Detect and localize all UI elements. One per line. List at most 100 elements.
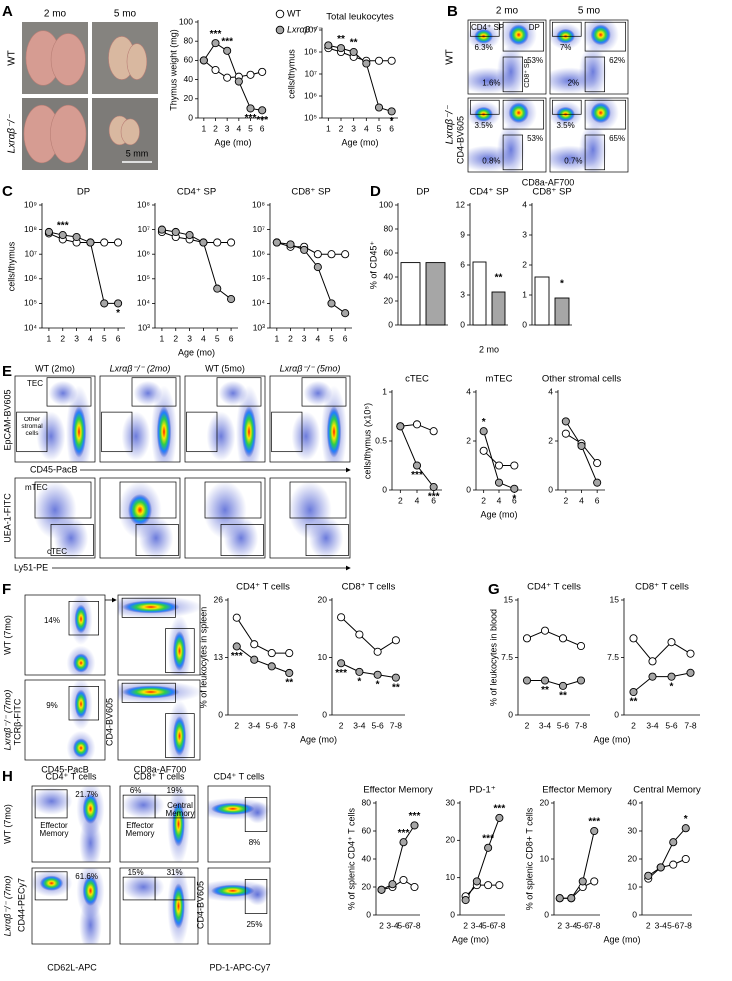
- y-tick-label: 7.5: [607, 652, 619, 662]
- gate: [34, 481, 92, 519]
- y-tick-label: 10⁵: [137, 273, 150, 283]
- flow-plot: [185, 478, 265, 558]
- flow-frame: [467, 19, 547, 95]
- x-tick-label: 6: [116, 333, 121, 343]
- y-tick-label: 0: [466, 484, 471, 494]
- x-axis-label: Age (mo): [603, 934, 640, 944]
- label: WT (7mo): [2, 804, 12, 844]
- label: WT: [445, 49, 456, 65]
- significance: ***: [411, 470, 423, 481]
- y-axis-label: cells/thymus: [286, 49, 296, 99]
- data-point: [100, 299, 109, 308]
- bar: [472, 261, 487, 326]
- significance: ***: [428, 492, 440, 503]
- data-point: [494, 478, 504, 487]
- panel-letter: B: [447, 3, 458, 20]
- y-tick-label: 10³: [253, 322, 265, 332]
- data-point: [232, 613, 241, 622]
- x-tick-label: 6: [595, 495, 600, 505]
- chart-title: Other stromal cells: [542, 374, 621, 385]
- x-axis-label: Age (mo): [214, 137, 251, 147]
- x-tick-label: 6: [260, 123, 265, 133]
- gate: [469, 21, 500, 37]
- y-tick-label: 6: [460, 259, 465, 269]
- cell-density-core: [74, 689, 88, 719]
- y-tick-label: 2: [548, 435, 553, 445]
- data-point: [258, 106, 267, 115]
- gate: [301, 377, 347, 407]
- label: Lxrαβ⁻/⁻ (2mo): [110, 363, 171, 373]
- cell-density-core: [172, 883, 185, 929]
- y-tick-label: 10⁵: [304, 112, 317, 122]
- label-box: Other stromal cells: [21, 417, 42, 437]
- x-tick-label: 2: [288, 333, 293, 343]
- data-point: [590, 826, 599, 836]
- series-line: [236, 646, 290, 674]
- cell-density-core: [508, 24, 529, 46]
- label: 6%: [130, 786, 142, 795]
- data-point: [396, 422, 405, 431]
- data-point: [558, 681, 568, 690]
- data-point: [44, 227, 53, 237]
- cell-density-core: [39, 875, 64, 891]
- y-tick-label: 10⁷: [252, 224, 265, 234]
- data-point: [669, 860, 678, 869]
- data-point: [391, 673, 400, 682]
- x-tick-label: 2: [646, 920, 651, 930]
- label: 25%: [246, 920, 262, 929]
- label: 65%: [609, 134, 625, 143]
- data-point: [510, 461, 519, 470]
- label: 31%: [167, 868, 183, 877]
- x-axis-label: Age (mo): [300, 734, 337, 744]
- panel-letter: A: [2, 3, 13, 20]
- data-point: [327, 250, 336, 259]
- bar: [534, 276, 550, 326]
- data-point: [555, 894, 564, 903]
- series-line: [565, 421, 598, 483]
- y-tick-label: 10⁵: [24, 298, 37, 308]
- data-point: [285, 668, 294, 678]
- gate: [16, 411, 48, 453]
- x-tick-label: 2: [557, 920, 562, 930]
- y-tick-label: 0: [382, 484, 387, 494]
- label: 21.7%: [75, 790, 98, 799]
- data-point: [337, 613, 346, 622]
- y-tick-label: 20: [446, 835, 456, 845]
- gate: [165, 713, 195, 758]
- flow-frame: [117, 594, 201, 676]
- flow-frame: [24, 679, 106, 761]
- x-axis-label: Age (mo): [452, 934, 489, 944]
- label: CD4-BV605: [104, 698, 114, 746]
- cell-density-core: [211, 884, 255, 897]
- data-point: [246, 104, 255, 113]
- x-tick-label: 7-8: [390, 720, 403, 730]
- data-point: [629, 634, 638, 643]
- series-line: [647, 827, 687, 877]
- y-tick-label: 20: [184, 93, 194, 103]
- flow-plot: [32, 868, 110, 944]
- x-tick-label: 3-4: [539, 720, 552, 730]
- label: PD-1-APC-Cy7: [209, 962, 270, 972]
- y-tick-label: 40: [184, 74, 194, 84]
- y-tick-label: 100: [379, 199, 393, 209]
- data-point: [185, 231, 194, 240]
- scale-bar-label: 5 mm: [126, 148, 149, 158]
- series-line: [465, 817, 500, 901]
- data-point: [327, 299, 336, 308]
- y-tick-label: 10⁹: [304, 24, 317, 34]
- significance: **: [495, 273, 503, 284]
- flow-frame: [549, 97, 629, 173]
- data-point: [373, 670, 382, 679]
- data-point: [412, 461, 422, 470]
- data-point: [429, 427, 438, 436]
- data-point: [362, 59, 371, 68]
- data-point: [232, 642, 241, 651]
- cell-density: [496, 123, 525, 172]
- data-point: [234, 77, 243, 86]
- data-point: [644, 871, 653, 880]
- panel-letter: H: [2, 768, 13, 785]
- x-tick-label: 3-4: [471, 920, 484, 930]
- cell-density-core: [73, 653, 89, 673]
- data-point: [373, 647, 382, 656]
